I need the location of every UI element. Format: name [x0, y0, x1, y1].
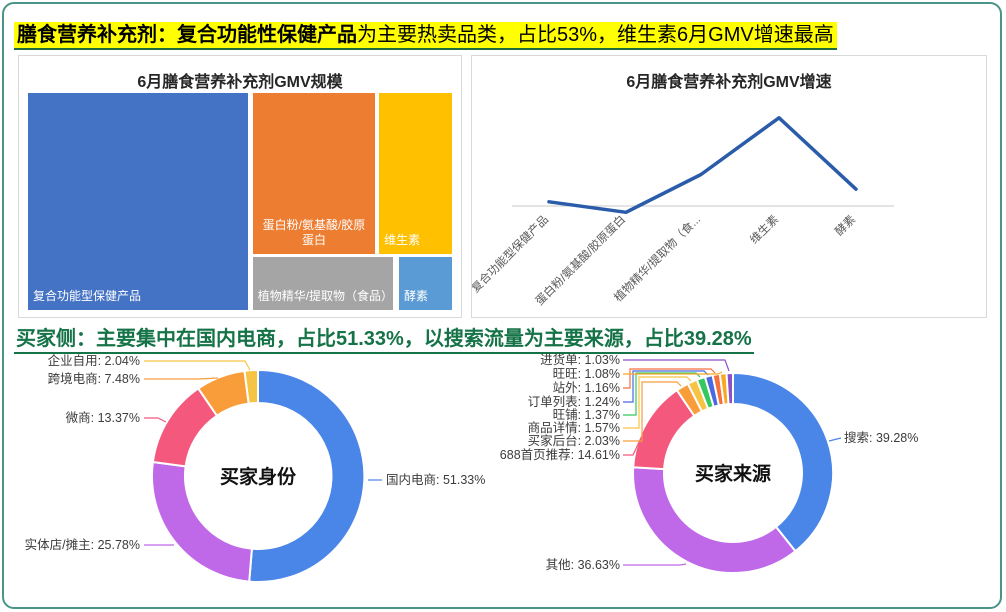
donut-label: 旺铺: 1.37% — [553, 408, 620, 422]
donut-buyer-identity: 买家身份 国内电商: 51.33% 实体店/摊主: 25.78% 微商: 13.37%… — [25, 353, 485, 583]
x-axis-label: 酵素 — [833, 213, 858, 238]
donut-label-line — [623, 563, 687, 566]
treemap-block-label: 蛋白粉/氨基酸/胶原蛋白 — [262, 217, 366, 248]
donut-label: 搜索: 39.28% — [844, 430, 918, 445]
donut-slice — [243, 369, 259, 405]
headline-gmv-bold: 膳食营养补充剂：复合功能性保健产品 — [17, 24, 357, 46]
donut-label-line — [623, 359, 730, 372]
donut-label-line — [623, 371, 723, 375]
treemap-block-label: 酵素 — [404, 289, 429, 304]
donut-label-line — [828, 437, 842, 442]
treemap-block-label: 维生素 — [384, 233, 421, 248]
treemap-block: 复合功能型保健产品 — [28, 93, 248, 310]
panel-gmv-treemap: 6月膳食营养补充剂GMV规模 复合功能型保健产品 蛋白粉/氨基酸/胶原蛋白维生素植… — [18, 55, 462, 318]
donut-label: 订单列表: 1.24% — [528, 395, 620, 409]
donut-center-title: 买家来源 — [695, 462, 771, 485]
donut-label-line — [623, 368, 716, 389]
treemap-block: 酵素 — [399, 257, 452, 310]
headline-buyer: 买家侧：主要集中在国内电商，占比51.33%，以搜索流量为主要来源，占比39.2… — [14, 327, 754, 354]
x-axis-label: 复合功能型保健产品 — [472, 212, 551, 295]
treemap-block: 蛋白粉/氨基酸/胶原蛋白 — [252, 93, 376, 254]
treemap-block-label: 复合功能型保健产品 — [33, 289, 142, 304]
donut-slice — [632, 466, 797, 575]
donut-label: 其他: 36.63% — [546, 558, 620, 572]
donut-label-line — [623, 370, 709, 403]
line-chart-title: 6月膳食营养补充剂GMV增速 — [626, 74, 832, 91]
treemap-block: 维生素 — [379, 93, 452, 254]
headline-gmv-rest: 为主要热卖品类，占比53%，维生素6月GMV增速最高 — [357, 24, 834, 46]
donut-slice — [732, 372, 835, 553]
x-axis-label: 植物精华/提取物（食... — [611, 212, 703, 304]
donut-label: 1688首页推荐: 14.61% — [500, 448, 620, 462]
donut-label-line — [623, 376, 692, 429]
gmv-growth-line — [547, 116, 858, 215]
panel-gmv-growth: 6月膳食营养补充剂GMV增速 复合功能型保健产品 蛋白粉/氨基酸/胶原蛋白 植物精华… — [468, 55, 987, 318]
donut-label: 微商: 13.37% — [66, 410, 140, 425]
donut-label: 买家后台: 2.03% — [528, 433, 620, 448]
treemap-title: 6月膳食营养补充剂GMV规模 — [137, 74, 343, 91]
donut-label: 国内电商: 51.33% — [386, 472, 485, 487]
donut-label: 进货单: 1.03% — [540, 352, 620, 367]
donut-label-line — [144, 417, 167, 423]
donut-label: 实体店/摊主: 25.78% — [25, 537, 140, 552]
donut-slice — [248, 368, 366, 583]
donut-center-title: 买家身份 — [220, 465, 297, 488]
donut-label: 站外: 1.16% — [553, 381, 620, 395]
donut-label-line — [623, 381, 682, 442]
donut-buyer-source: 买家来源 搜索: 39.28% 其他: 36.63% 1688首页推荐: 14.61%… — [500, 352, 918, 575]
donut-label: 企业自用: 2.04% — [48, 353, 140, 368]
donut-label: 跨境电商: 7.48% — [48, 371, 140, 386]
treemap-block: 植物精华/提取物（食品） — [252, 257, 394, 310]
treemap-block-label: 植物精华/提取物（食品） — [257, 289, 394, 304]
donut-label-line — [144, 360, 251, 371]
donut-label-line — [144, 377, 219, 380]
headline-gmv: 膳食营养补充剂：复合功能性保健产品为主要热卖品类，占比53%，维生素6月GMV增… — [14, 22, 837, 50]
x-axis-label: 维生素 — [747, 212, 781, 246]
treemap: 复合功能型保健产品 蛋白粉/氨基酸/胶原蛋白维生素植物精华/提取物（食品） 酵素 — [28, 93, 452, 310]
donut-label: 旺旺: 1.08% — [553, 367, 620, 381]
donut-slice — [725, 371, 734, 406]
donut-label: 商品详情: 1.57% — [528, 420, 620, 435]
